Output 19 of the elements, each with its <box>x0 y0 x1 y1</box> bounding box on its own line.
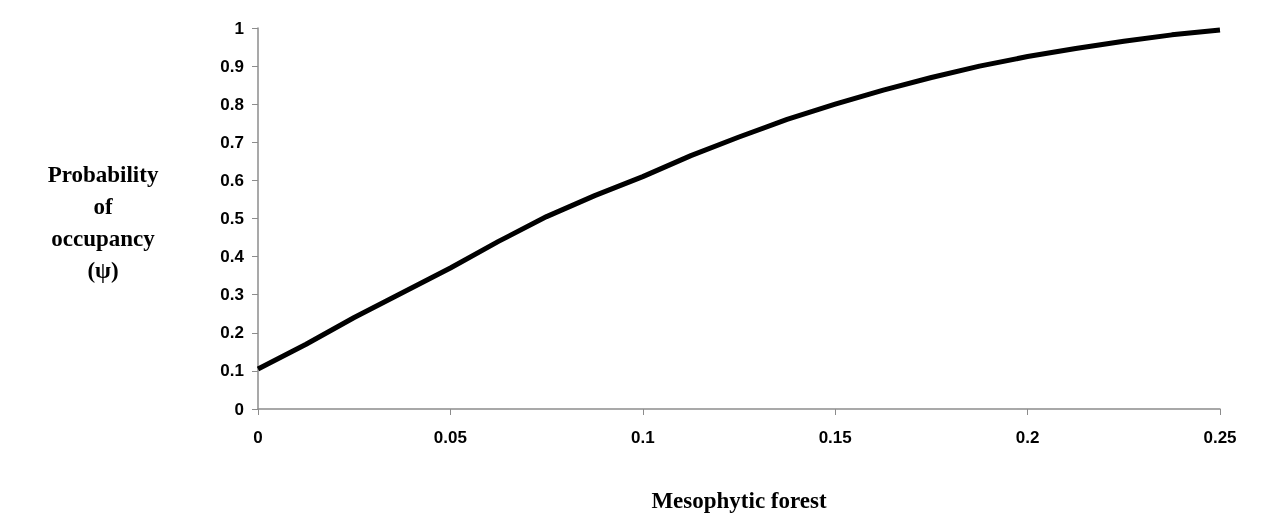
y-tick-label: 0.3 <box>220 285 244 305</box>
y-axis-title: Probability of occupancy (ψ) <box>47 161 159 283</box>
x-tick-label: 0.05 <box>433 428 467 447</box>
y-tick-label: 0.2 <box>220 323 244 343</box>
y-tick-label: 0.9 <box>220 56 244 76</box>
y-tick-label: 0.1 <box>220 361 244 381</box>
y-tick-label: 0.7 <box>220 132 244 152</box>
x-tick-label: 0.25 <box>1203 428 1237 447</box>
x-tick-label: 0 <box>253 428 263 447</box>
y-tick-label: 0.6 <box>220 170 244 190</box>
y-tick-label: 1 <box>234 18 244 38</box>
x-tick-label: 0.15 <box>818 428 852 447</box>
x-tick-label: 0.2 <box>1015 428 1040 447</box>
y-tick-label: 0 <box>234 399 244 419</box>
x-axis-title: Mesophytic forest <box>651 488 827 513</box>
y-tick-label: 0.5 <box>220 209 244 228</box>
x-tick-label: 0.1 <box>630 428 655 447</box>
y-tick-label: 0.4 <box>220 247 245 267</box>
y-tick-label: 0.8 <box>220 94 244 114</box>
